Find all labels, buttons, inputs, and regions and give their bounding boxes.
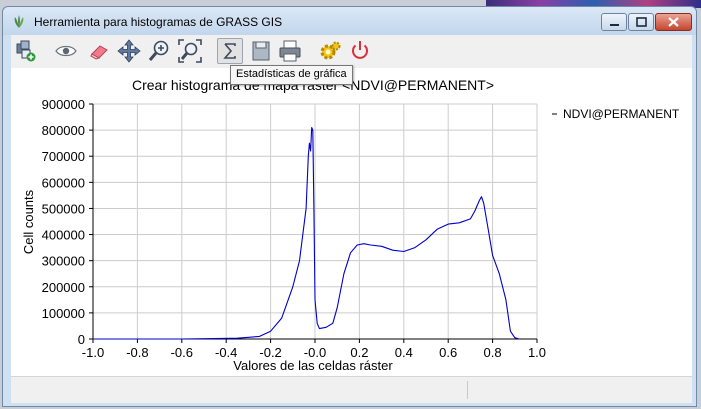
zoom-extent-button[interactable]	[177, 38, 203, 64]
y-tick-label: 0	[78, 332, 85, 347]
print-icon	[279, 40, 301, 62]
x-tick-label: 0.6	[439, 345, 457, 360]
y-tick-label: 600000	[42, 175, 85, 190]
minimize-icon	[610, 24, 619, 26]
y-tick-label: 100000	[42, 306, 85, 321]
erase-button[interactable]	[87, 38, 113, 64]
x-tick-label: -0.4	[215, 345, 237, 360]
chart-title: Crear histograma de mapa ráster <NDVI@PE…	[132, 77, 494, 93]
status-bar	[11, 376, 692, 403]
quit-button[interactable]	[347, 38, 373, 64]
x-axis-label: Valores de las celdas ráster	[233, 358, 393, 373]
x-tick-label: -0.8	[126, 345, 148, 360]
desktop-wallpaper-strip	[486, 0, 701, 8]
maximize-button[interactable]	[628, 13, 654, 31]
maximize-icon	[636, 17, 647, 27]
x-tick-label: 0.4	[395, 345, 413, 360]
pan-button[interactable]	[116, 38, 142, 64]
statistics-button[interactable]	[217, 38, 243, 64]
y-tick-label: 700000	[42, 149, 85, 164]
series-line	[93, 126, 520, 340]
plot-panel: Crear histograma de mapa ráster <NDVI@PE…	[11, 68, 692, 376]
close-button[interactable]	[655, 13, 692, 31]
power-icon	[352, 41, 368, 59]
status-separator	[467, 381, 468, 399]
histogram-chart: Crear histograma de mapa ráster <NDVI@PE…	[21, 77, 680, 373]
chart-series	[93, 126, 520, 340]
y-tick-label: 200000	[42, 280, 85, 295]
add-map-icon	[16, 40, 36, 62]
y-axis-label: Cell counts	[21, 189, 36, 254]
close-icon	[668, 17, 679, 27]
add-map-button[interactable]	[13, 38, 39, 64]
grass-logo-icon	[14, 15, 24, 28]
pan-icon	[117, 39, 141, 63]
x-tick-label: -0.6	[171, 345, 193, 360]
zoom-extent-icon	[178, 39, 202, 63]
minimize-button[interactable]	[601, 13, 627, 31]
y-tick-label: 300000	[42, 254, 85, 269]
tooltip: Estadísticas de gráfica	[230, 65, 353, 85]
save-button[interactable]	[249, 38, 275, 64]
save-icon	[252, 41, 270, 61]
print-button[interactable]	[277, 38, 303, 64]
title-bar[interactable]: Herramienta para histogramas de GRASS GI…	[3, 7, 696, 35]
settings-button[interactable]	[316, 38, 342, 64]
x-tick-label: -1.0	[82, 345, 104, 360]
toolbar	[11, 35, 692, 68]
settings-icon	[320, 41, 341, 60]
draw-button[interactable]	[53, 38, 79, 64]
y-tick-label: 800000	[42, 123, 85, 138]
y-tick-label: 400000	[42, 228, 85, 243]
x-tick-label: -0.0	[304, 345, 326, 360]
eye-icon	[55, 45, 77, 57]
x-tick-label: -0.2	[259, 345, 281, 360]
y-tick-label: 500000	[42, 201, 85, 216]
zoom-button[interactable]	[147, 38, 173, 64]
x-tick-label: 0.8	[484, 345, 502, 360]
zoom-in-icon	[148, 40, 169, 61]
histogram-window: Herramienta para histogramas de GRASS GI…	[2, 6, 697, 407]
y-tick-label: 900000	[42, 97, 85, 112]
sigma-icon	[223, 43, 236, 59]
legend-label: NDVI@PERMANENT	[563, 107, 680, 121]
x-axis-ticks: -1.0 -0.8 -0.6 -0.4 -0.2 -0.0 0.2 0.4 0.6 0.8 1.0	[82, 339, 546, 360]
window-title: Herramienta para histogramas de GRASS GI…	[34, 15, 283, 29]
eraser-icon	[90, 45, 108, 60]
x-tick-label: 1.0	[528, 345, 546, 360]
y-axis-ticks: 0 100000 200000 300000 400000 500000 600000 700…	[42, 97, 93, 347]
x-tick-label: 0.2	[350, 345, 368, 360]
chart-legend: NDVI@PERMANENT	[552, 107, 680, 121]
